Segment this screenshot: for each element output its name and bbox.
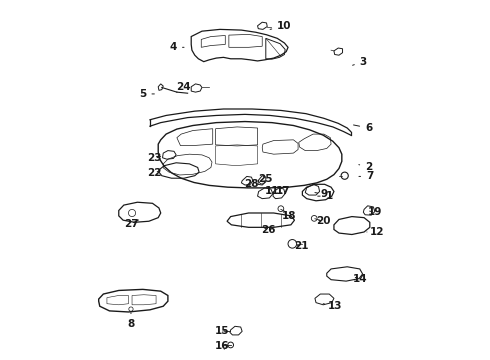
Text: 20: 20	[316, 216, 330, 226]
Text: 24: 24	[176, 82, 191, 93]
Text: 7: 7	[359, 171, 373, 181]
Text: 10: 10	[270, 21, 292, 31]
Text: 17: 17	[276, 186, 291, 196]
Text: 5: 5	[139, 89, 154, 99]
Text: 27: 27	[123, 219, 139, 229]
Text: 2: 2	[359, 162, 372, 172]
Text: 4: 4	[170, 42, 184, 52]
Text: 15: 15	[215, 326, 229, 336]
Text: 6: 6	[353, 123, 372, 133]
Text: 9: 9	[315, 189, 327, 199]
Text: 22: 22	[147, 168, 162, 178]
Text: 19: 19	[368, 207, 382, 217]
Text: 1: 1	[318, 191, 333, 201]
Text: 18: 18	[281, 211, 296, 221]
Text: 14: 14	[353, 274, 368, 284]
Text: 28: 28	[244, 179, 259, 189]
Text: 12: 12	[367, 227, 384, 237]
Text: 13: 13	[323, 301, 342, 311]
Text: 16: 16	[215, 341, 229, 351]
Text: 3: 3	[353, 57, 367, 67]
Text: 23: 23	[147, 153, 162, 163]
Text: 26: 26	[261, 225, 275, 235]
Text: 21: 21	[294, 241, 309, 251]
Text: 8: 8	[127, 313, 135, 329]
Text: 25: 25	[258, 174, 273, 184]
Text: 11: 11	[265, 186, 279, 196]
